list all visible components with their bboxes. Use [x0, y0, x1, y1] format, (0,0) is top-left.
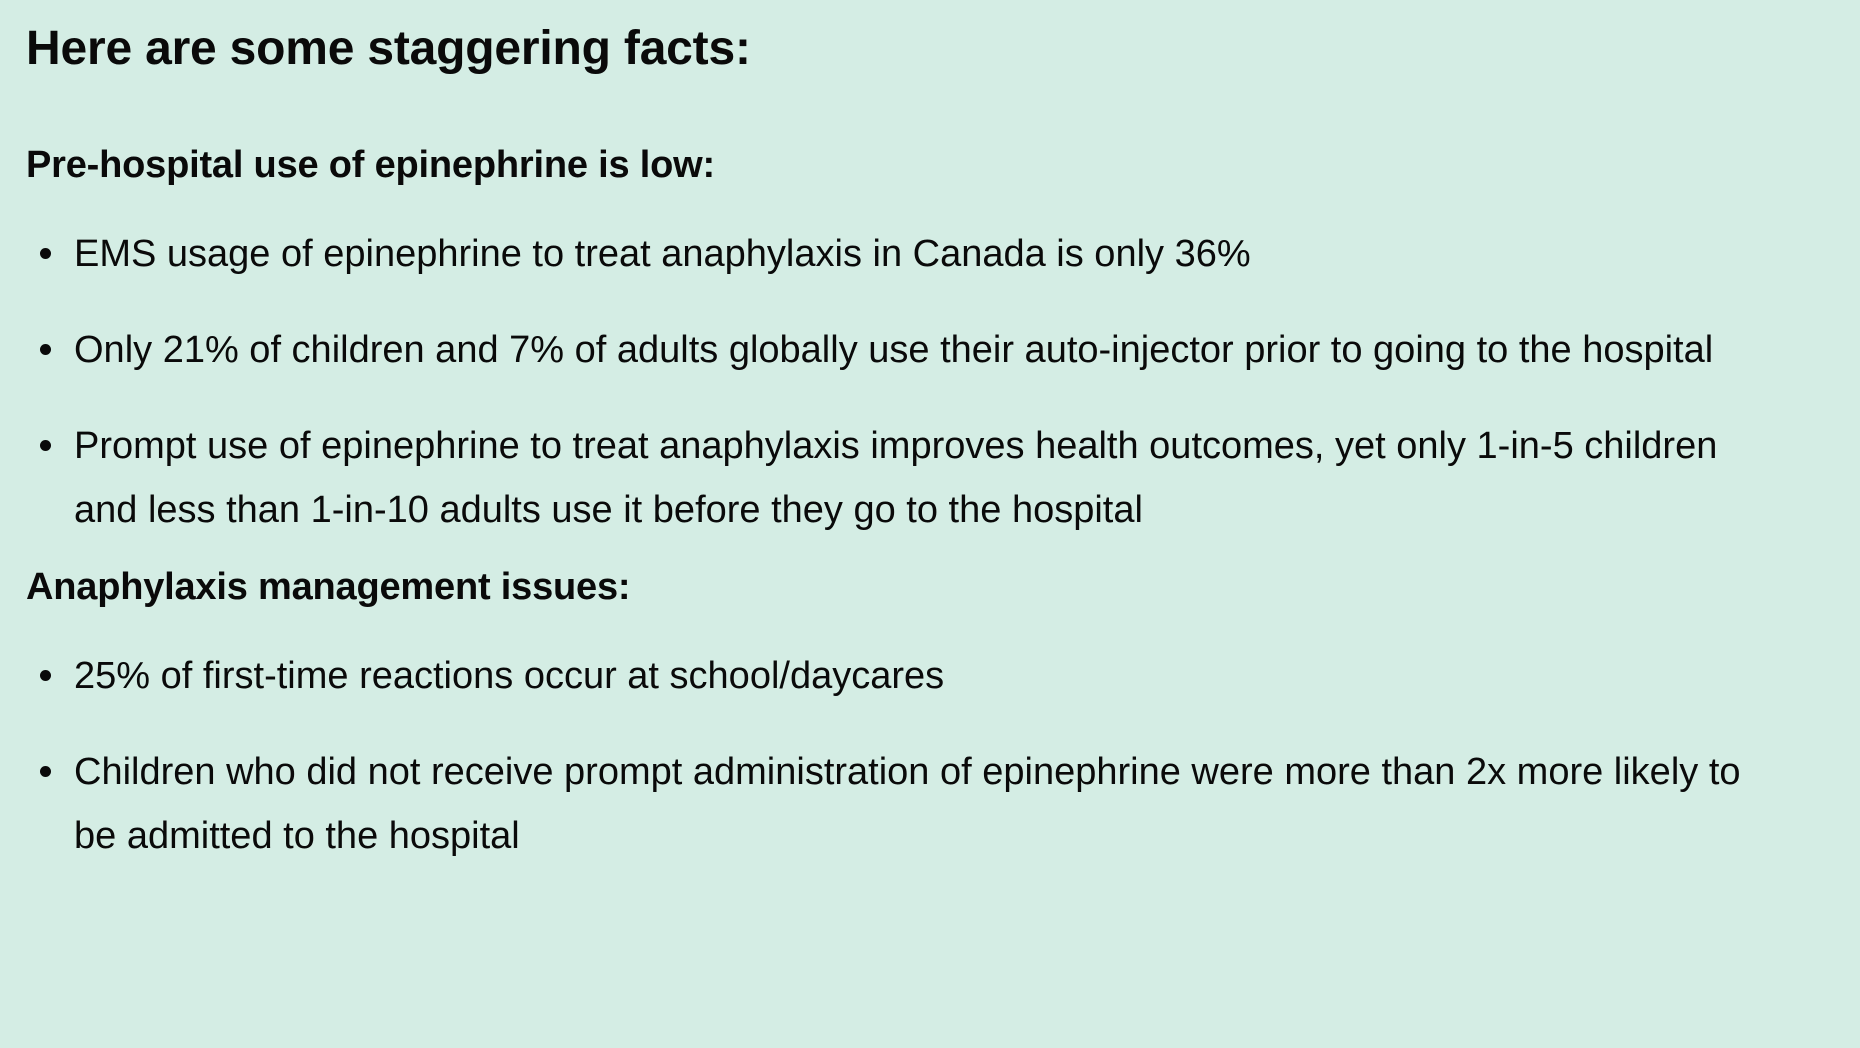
bullet-dot-icon: [40, 248, 51, 259]
bullet-dot-icon: [40, 766, 51, 777]
list-item: 25% of first-time reactions occur at sch…: [26, 644, 1786, 708]
fact-list-prehospital: EMS usage of epinephrine to treat anaphy…: [26, 222, 1860, 542]
section-heading-management: Anaphylaxis management issues:: [26, 566, 631, 608]
list-item: Prompt use of epinephrine to treat anaph…: [26, 414, 1786, 542]
list-item-text: 25% of first-time reactions occur at sch…: [74, 655, 945, 697]
bullet-dot-icon: [40, 344, 51, 355]
list-item-text: Children who did not receive prompt admi…: [74, 751, 1741, 857]
bullet-dot-icon: [40, 670, 51, 681]
list-item: Only 21% of children and 7% of adults gl…: [26, 318, 1786, 382]
list-item-text: Prompt use of epinephrine to treat anaph…: [74, 425, 1718, 531]
bullet-dot-icon: [40, 440, 51, 451]
list-item-text: Only 21% of children and 7% of adults gl…: [74, 329, 1714, 371]
section-heading-prehospital: Pre-hospital use of epinephrine is low:: [26, 144, 715, 186]
list-item: EMS usage of epinephrine to treat anaphy…: [26, 222, 1786, 286]
fact-list-management: 25% of first-time reactions occur at sch…: [26, 644, 1860, 868]
list-item: Children who did not receive prompt admi…: [26, 740, 1786, 868]
page-title: Here are some staggering facts:: [26, 22, 751, 75]
list-item-text: EMS usage of epinephrine to treat anaphy…: [74, 233, 1251, 275]
